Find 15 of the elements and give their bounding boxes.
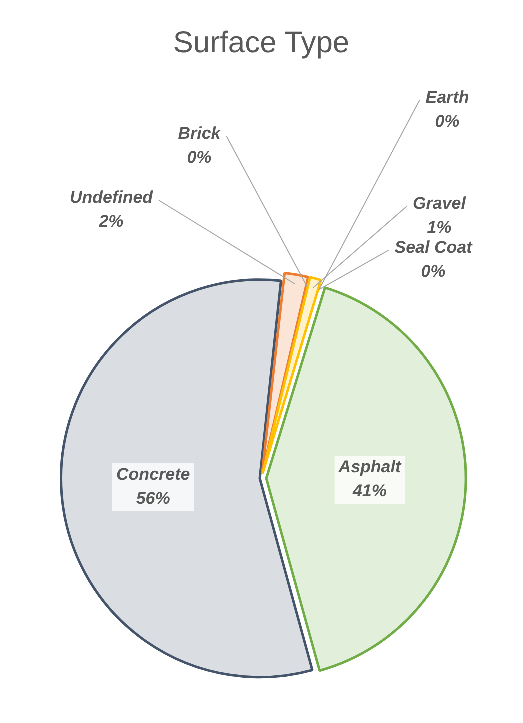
text: 0% (187, 148, 212, 168)
chart-title: Surface Type (173, 26, 350, 60)
data-label: 56% (136, 488, 170, 508)
slice-label: Concrete (116, 464, 190, 484)
slice-label: Asphalt (338, 458, 402, 477)
data-label: 2% (98, 212, 124, 232)
slice-label: Gravel (413, 194, 468, 214)
slice-label: Undefined (70, 188, 154, 208)
text: 0% (435, 112, 460, 132)
data-label: 1% (427, 218, 452, 238)
category-label: Seal Coat (394, 238, 472, 258)
category-label: Earth (426, 88, 470, 108)
text: 0% (421, 262, 446, 282)
category-label: Brick (178, 124, 221, 144)
data-label: 41% (352, 482, 387, 501)
